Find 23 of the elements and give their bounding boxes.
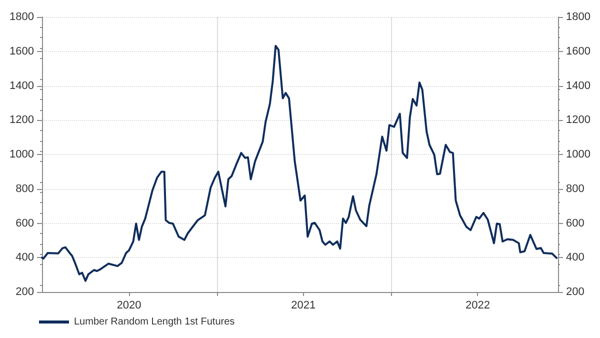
y-tick-label: 800: [16, 182, 34, 195]
y-tick-label: 1800: [10, 11, 34, 23]
y2-tick-label: 1800: [566, 11, 590, 23]
y2-tick-label: 1000: [566, 148, 590, 160]
x-tick-label: 2021: [291, 300, 316, 312]
y-tick-label: 1000: [10, 148, 34, 160]
y-tick-label: 200: [16, 286, 34, 298]
y2-tick-label: 1400: [566, 80, 590, 92]
y2-tick-label: 1600: [566, 45, 590, 58]
y2-tick-label: 600: [566, 217, 584, 230]
line-series: [41, 44, 558, 282]
y2-tick-label: 1200: [566, 114, 590, 126]
x-tick-label: 2022: [465, 300, 490, 312]
y-tick-label: 1600: [10, 45, 34, 58]
y2-tick-label: 400: [566, 252, 584, 264]
x-tick-label: 2020: [116, 300, 142, 312]
legend-label: Lumber Random Length 1st Futures: [74, 316, 235, 328]
y2-tick-label: 800: [566, 182, 584, 195]
y-tick-label: 400: [16, 252, 34, 264]
y-tick-label: 600: [16, 217, 34, 230]
y2-tick-label: 200: [566, 286, 584, 298]
y-tick-label: 1400: [10, 80, 34, 92]
y-tick-label: 1200: [10, 114, 34, 126]
